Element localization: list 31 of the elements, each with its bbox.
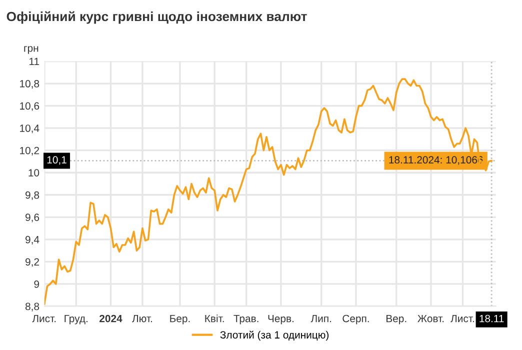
x-tick-label: Лип. — [310, 314, 331, 322]
x-tick-label: Трав. — [234, 314, 258, 324]
y-tick-label: 9,4 — [26, 236, 40, 245]
legend-label: Злотий (за 1 одиницю) — [220, 330, 329, 341]
y-tick-label: 10,4 — [20, 124, 40, 134]
y-tick-label: 9,2 — [26, 258, 39, 267]
y-tick-label: 8,8 — [25, 302, 40, 312]
y-tick-label: 11 — [29, 58, 39, 66]
y-tick-label: 10,8 — [20, 80, 40, 89]
line-series — [44, 78, 492, 305]
chart-title: Офіційний курс гривні щодо іноземних валют — [6, 11, 307, 24]
y-tick-label: 10,6 — [20, 102, 40, 111]
y-tick-label: 10,2 — [20, 146, 39, 156]
x-tick-label: Квіт. — [205, 314, 224, 322]
x-tick-label: 18.11 — [480, 314, 504, 322]
x-tick-label: Груд. — [64, 314, 88, 324]
y-tick-label: 10 — [28, 169, 40, 176]
x-tick-label: Бер. — [170, 314, 190, 324]
x-tick-label: Лист. — [450, 314, 474, 322]
x-tick-label: Жовт. — [418, 314, 444, 322]
y-tick-label: 9,6 — [26, 214, 40, 222]
ref-line-label: 10,1 — [47, 156, 66, 165]
x-tick-label: Лист. — [32, 314, 56, 322]
x-tick-label: Вер. — [386, 314, 406, 324]
x-tick-label: Черв. — [268, 314, 294, 324]
x-tick-label: Серп. — [342, 314, 369, 324]
y-axis-title: грн — [24, 46, 38, 54]
y-tick-label: 9,8 — [26, 191, 40, 200]
x-tick-label: Лют. — [132, 314, 152, 322]
x-tick-label: 2024 — [100, 314, 122, 322]
y-tick-label: 9 — [34, 280, 40, 288]
